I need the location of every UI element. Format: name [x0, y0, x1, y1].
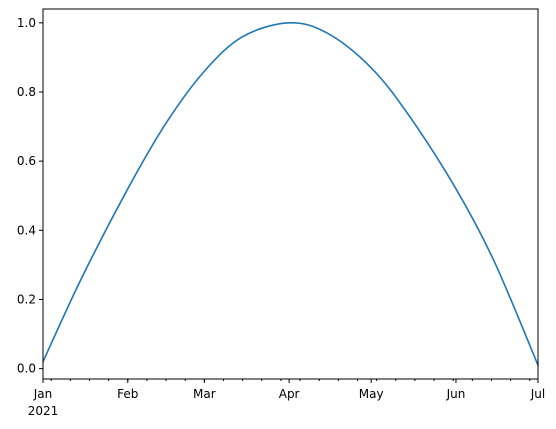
- x-tick-label: Jun: [446, 387, 466, 401]
- y-tick-label: 0.4: [17, 223, 36, 237]
- x-tick-label: Mar: [193, 387, 216, 401]
- axes-border: [42, 8, 539, 380]
- y-tick-label: 0.2: [17, 292, 36, 306]
- x-tick-label: Apr: [279, 387, 300, 401]
- x-tick-year-label: 2021: [28, 404, 59, 418]
- y-tick-label: 0.6: [17, 154, 36, 168]
- x-tick-label: May: [359, 387, 384, 401]
- y-axis: 0.0 0.2 0.4 0.6 0.8 1.0: [17, 16, 43, 376]
- x-tick-label: Jul: [530, 387, 545, 401]
- x-tick-label: Jan: [33, 387, 53, 401]
- x-tick-label: Feb: [117, 387, 138, 401]
- series-layer: [42, 22, 539, 366]
- y-tick-label: 1.0: [17, 16, 36, 30]
- axes-frame: [42, 8, 539, 380]
- x-axis: Jan 2021 Feb Mar Apr May Jun Jul: [28, 379, 545, 418]
- y-tick-label: 0.8: [17, 85, 36, 99]
- y-tick-label: 0.0: [17, 362, 36, 376]
- series-line-0: [42, 22, 539, 366]
